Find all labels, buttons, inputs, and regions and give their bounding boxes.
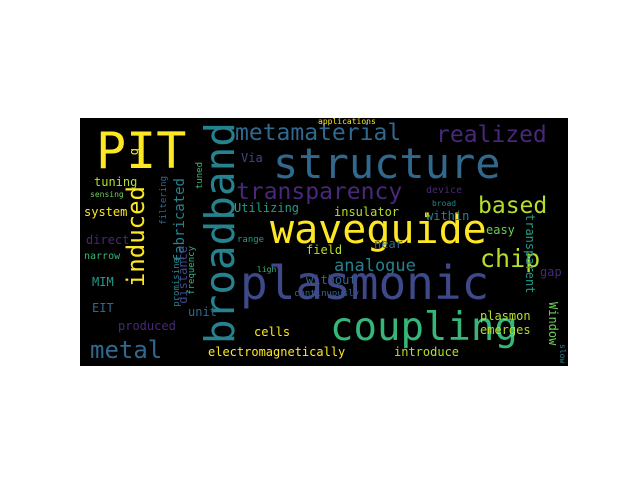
word-based: based (478, 193, 548, 219)
word-plasmonic: plasmonic (240, 256, 490, 310)
word-cells: cells (254, 325, 291, 339)
word-transparency: transparency (236, 179, 403, 205)
word-mim: MIM (92, 275, 114, 289)
word-g: g (127, 148, 141, 156)
word-range: range (237, 235, 265, 245)
word-applications: applications (318, 118, 376, 126)
word-chip: chip (480, 244, 541, 273)
word-insulator: insulator (334, 205, 400, 219)
word-produced: produced (118, 319, 176, 333)
word-transparent: transparent (523, 214, 537, 294)
word-unit: unit (188, 305, 217, 319)
word-utilizing: Utilizing (234, 201, 300, 215)
word-structure: structure (273, 139, 501, 188)
word-pit: PIT (96, 122, 187, 180)
word-without: without (306, 273, 357, 287)
word-tuning: tuning (94, 175, 138, 189)
word-within: within (426, 209, 470, 223)
word-via: Via (241, 151, 263, 165)
word-filtering: filtering (159, 176, 169, 225)
word-sensing: sensing (90, 190, 124, 199)
word-coupling: coupling (330, 305, 518, 350)
word-continuously: continuously (294, 289, 360, 299)
word-eit: EIT (92, 301, 114, 315)
word-gap: gap (540, 265, 562, 279)
word-system: system (84, 205, 128, 219)
word-metal: metal (90, 336, 163, 364)
word-window: Window (546, 302, 560, 346)
word-near: near (374, 237, 403, 251)
word-metamaterial: metamaterial (235, 120, 402, 146)
word-broad: broad (432, 199, 457, 208)
word-frequency: frequency (187, 246, 197, 295)
word-easy: easy (486, 223, 515, 237)
word-emerges: emerges (480, 323, 531, 337)
word-cloud: PIT metamaterial realized structure broa… (80, 118, 568, 366)
word-introduce: introduce (394, 345, 460, 359)
word-direct: direct (86, 233, 130, 247)
word-device: device (426, 185, 463, 196)
word-plasmon: plasmon (480, 309, 531, 323)
word-analogue: analogue (334, 256, 416, 276)
word-tuned: tuned (195, 162, 205, 190)
word-realized: realized (436, 122, 547, 148)
word-narrow: narrow (84, 251, 121, 262)
word-slow: slow (558, 344, 567, 364)
word-field: field (306, 243, 343, 257)
word-light: light (257, 265, 282, 274)
word-waveguide: waveguide (270, 207, 487, 253)
word-electromagnetically: electromagnetically (208, 345, 346, 359)
